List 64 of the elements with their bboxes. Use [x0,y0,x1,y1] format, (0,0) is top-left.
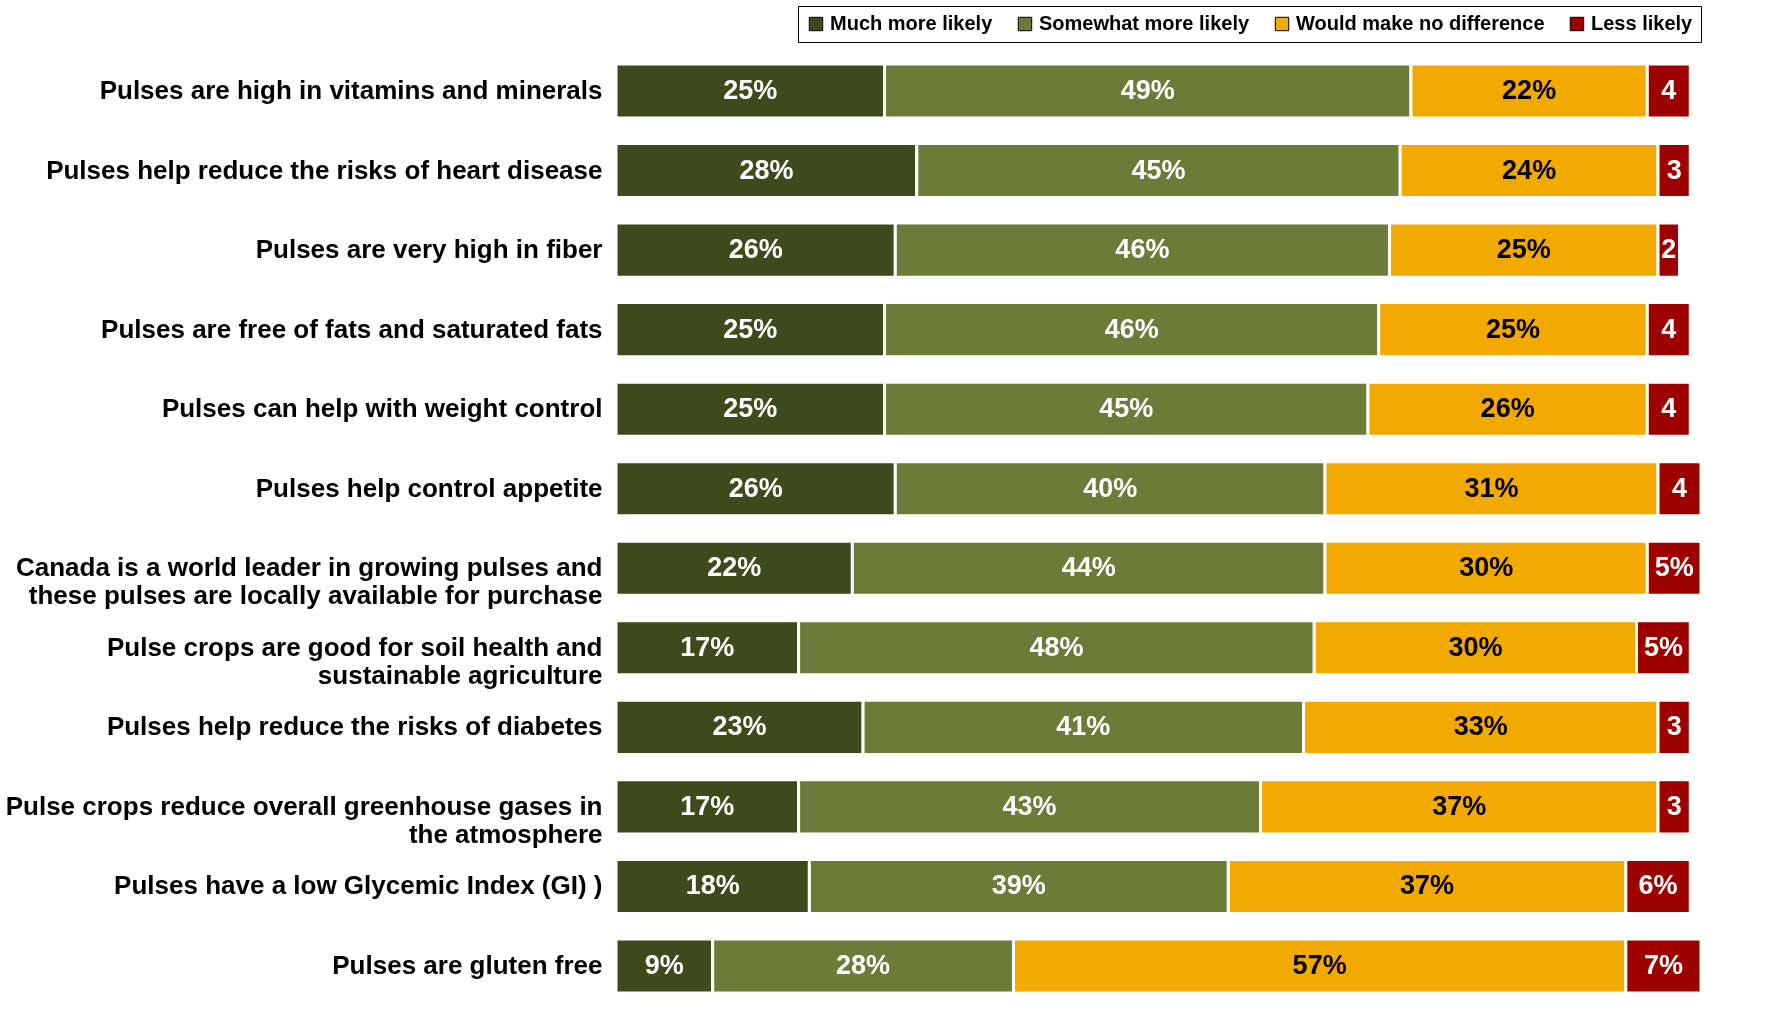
data-label: 3 [1666,154,1682,185]
legend-label: Much more likely [830,12,994,34]
y-tick-label: Pulses are very high in fiber [255,234,603,265]
legend-label: Less likely [1591,12,1694,34]
data-label: 26% [728,472,783,503]
data-label: 4 [1672,472,1688,503]
y-tick-label: Pulses are free of fats and saturated fats [101,313,603,344]
data-label: 22% [1502,75,1557,105]
data-label: 44% [1061,552,1116,583]
y-tick-label: Pulses help control appetite [255,472,603,503]
data-label: 33% [1453,711,1508,742]
data-label: 37% [1400,870,1455,901]
data-label: 45% [1131,154,1186,185]
data-label: 3 [1666,711,1682,742]
data-label: 26% [1480,393,1535,424]
y-tick-label: Pulses help reduce the risks of heart disease [46,154,603,185]
y-tick-label: Pulse crops reduce overall greenhouse gases in the atmosphere [5,790,603,849]
data-label: 25% [1485,313,1541,344]
data-label: 30% [1448,631,1503,662]
legend-label: Somewhat more likely [1039,12,1250,34]
y-tick-label: Pulse crops are good for soil health and sustainable agriculture [106,631,603,690]
data-label: 17% [680,790,735,821]
data-label: 46% [1115,234,1170,265]
data-label: 39% [991,870,1046,901]
y-tick-label: Pulses have a low Glycemic Index (GI) ) [114,870,603,901]
data-label: 17% [680,631,735,662]
data-label: 22% [707,552,762,583]
data-label: 4 [1661,393,1677,424]
data-label: 43% [1002,790,1057,821]
data-label: 25% [723,75,778,105]
data-label: 45% [1099,393,1154,424]
data-label: 28% [739,154,794,185]
data-label: 5% [1654,552,1694,583]
legend-label: Would make no difference [1296,12,1545,34]
y-tick-label: Pulses are high in vitamins and minerals [99,75,603,105]
data-label: 18% [685,870,740,901]
data-label: 57% [1292,950,1347,980]
data-label: 25% [723,393,778,424]
data-label: 26% [728,234,783,265]
data-label: 37% [1432,790,1487,821]
data-label: 31% [1464,472,1519,503]
data-label: 49% [1120,75,1175,105]
data-label: 40% [1083,472,1138,503]
data-label: 7% [1643,950,1683,980]
data-label: 23% [712,711,767,742]
data-label: 2 [1661,234,1677,265]
data-label: 9% [644,950,684,980]
data-label: 24% [1502,154,1557,185]
data-label: 4 [1661,75,1677,105]
data-label: 48% [1029,631,1084,662]
data-label: 3 [1666,790,1682,821]
y-tick-label: Pulses can help with weight control [161,393,603,424]
data-label: 25% [1496,234,1551,265]
y-tick-label: Pulses are gluten free [332,950,603,980]
y-tick-label: Pulses help reduce the risks of diabetes [106,711,603,742]
data-label: 4 [1661,313,1677,344]
data-label: 28% [836,950,891,980]
data-label: 30% [1459,552,1514,583]
data-label: 25% [723,313,778,344]
data-label: 6% [1638,870,1678,901]
data-label: 41% [1056,711,1111,742]
data-label: 46% [1104,313,1159,344]
data-label: 5% [1643,631,1683,662]
y-tick-label: Canada is a world leader in growing pulses and these pulses are locally available for purchase [15,552,603,611]
